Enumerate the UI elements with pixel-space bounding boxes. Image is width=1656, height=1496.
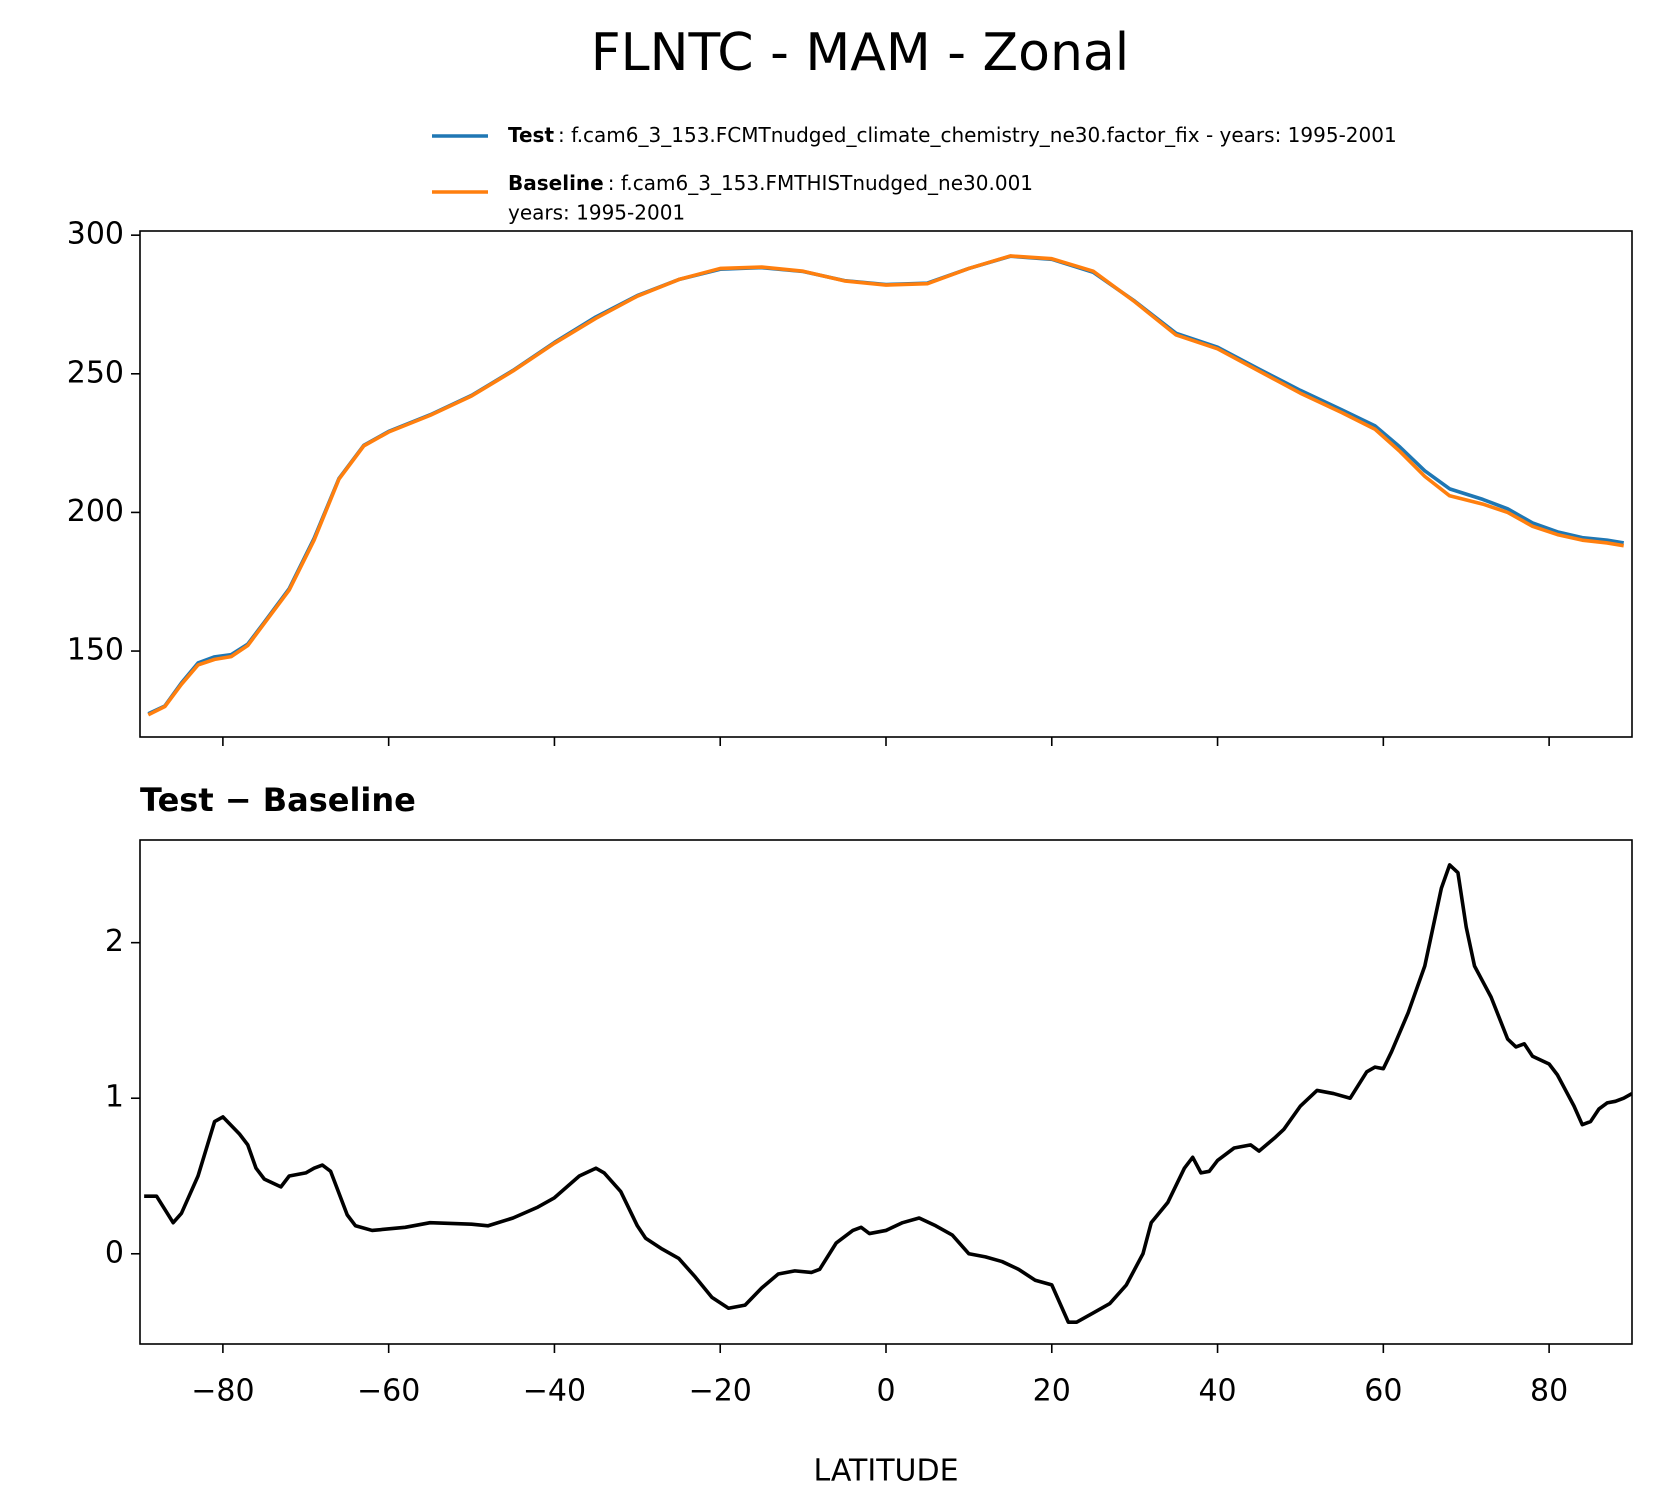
axes-frame xyxy=(139,230,1633,738)
legend-description: : f.cam6_3_153.FMTHISTnudged_ne30.001 xyxy=(608,171,1033,195)
y-tick-label: 250 xyxy=(67,355,124,390)
x-tick-label: 0 xyxy=(876,1374,895,1409)
x-tick-label: −80 xyxy=(191,1374,254,1409)
legend-name: Test xyxy=(508,123,554,147)
x-tick-label: −40 xyxy=(523,1374,586,1409)
y-tick-label: 150 xyxy=(67,633,124,668)
axes-title: Test − Baseline xyxy=(140,781,416,819)
axes-frame xyxy=(139,839,1633,1345)
x-tick-label: −20 xyxy=(689,1374,752,1409)
legend-description: years: 1995-2001 xyxy=(508,201,685,225)
figure-title: FLNTC - MAM - Zonal xyxy=(591,23,1129,83)
x-axis-label: LATITUDE xyxy=(813,1454,958,1489)
x-tick-label: 40 xyxy=(1198,1374,1236,1409)
y-tick-label: 0 xyxy=(105,1235,124,1270)
y-tick-label: 300 xyxy=(67,217,124,252)
line xyxy=(147,254,1625,717)
x-tick-label: 80 xyxy=(1530,1374,1568,1409)
y-tick-label: 200 xyxy=(67,494,124,529)
y-tick-label: 2 xyxy=(105,924,124,959)
legend-name: Baseline xyxy=(508,171,604,195)
x-tick-label: −60 xyxy=(357,1374,420,1409)
y-tick-label: 1 xyxy=(105,1080,124,1115)
line xyxy=(147,254,1625,716)
legend-description: : f.cam6_3_153.FCMTnudged_climate_chemis… xyxy=(558,123,1397,147)
legend-label: Baseline: f.cam6_3_153.FMTHISTnudged_ne3… xyxy=(508,171,1033,195)
line xyxy=(144,863,1632,1325)
x-tick-label: 60 xyxy=(1364,1374,1402,1409)
x-tick-label: 20 xyxy=(1033,1374,1071,1409)
legend-label: Test: f.cam6_3_153.FCMTnudged_climate_ch… xyxy=(508,123,1397,147)
